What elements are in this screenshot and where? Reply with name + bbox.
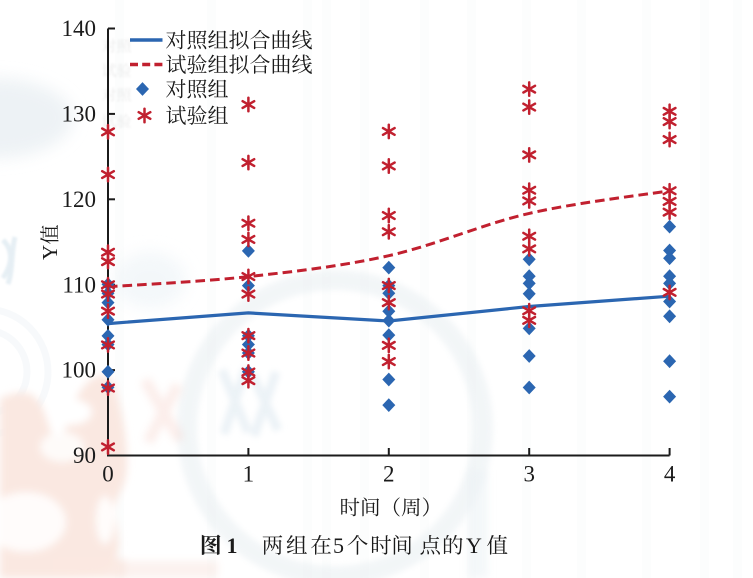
svg-text:120: 120 xyxy=(62,187,97,212)
svg-text:140: 140 xyxy=(62,16,97,41)
svg-text:1: 1 xyxy=(227,533,238,558)
svg-text:2: 2 xyxy=(383,461,395,486)
svg-text:1: 1 xyxy=(243,461,255,486)
svg-text:4: 4 xyxy=(664,461,676,486)
svg-text:Y: Y xyxy=(38,245,62,260)
svg-text:130: 130 xyxy=(62,102,97,127)
svg-text:110: 110 xyxy=(62,272,96,297)
svg-text:100: 100 xyxy=(62,358,97,383)
svg-text:0: 0 xyxy=(102,461,114,486)
svg-text:3: 3 xyxy=(523,461,535,486)
svg-text:90: 90 xyxy=(73,443,96,468)
svg-text:5: 5 xyxy=(333,533,344,558)
svg-text:Y: Y xyxy=(466,533,482,558)
